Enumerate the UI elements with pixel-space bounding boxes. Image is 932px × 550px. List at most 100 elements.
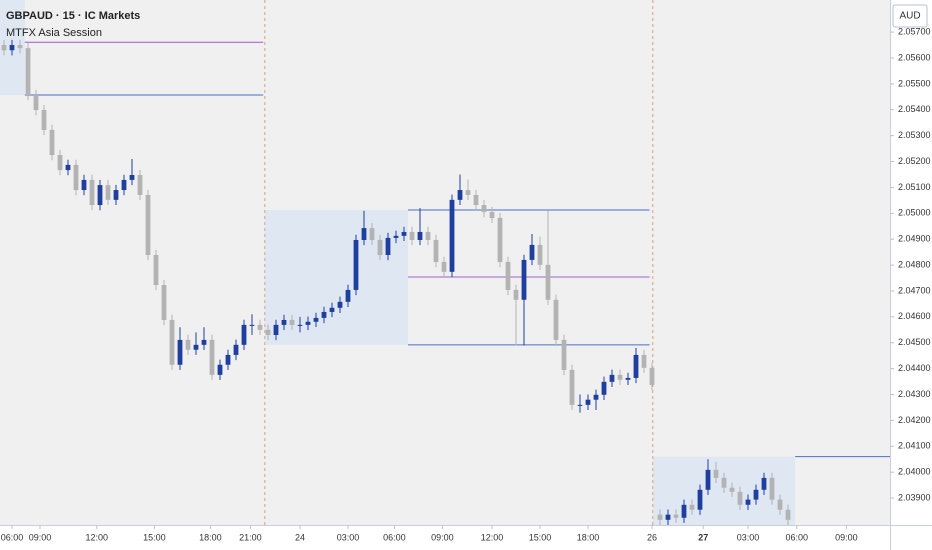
candle-body <box>481 205 487 213</box>
candle-body <box>273 324 279 335</box>
candle-body <box>201 339 207 345</box>
y-tick-label: 2.04900 <box>898 234 931 244</box>
candle-body <box>81 179 87 191</box>
candle-body <box>393 235 399 238</box>
candle-body <box>513 289 519 300</box>
candle-body <box>353 239 359 290</box>
candle-body <box>401 231 407 236</box>
candle-body <box>609 374 615 382</box>
candle-body <box>561 339 567 370</box>
candle-body <box>505 261 511 290</box>
candle-body <box>425 231 431 240</box>
candle-body <box>17 45 23 49</box>
x-tick-label: 06:00 <box>1 532 24 542</box>
candle-body <box>297 324 303 326</box>
candle-body <box>217 364 223 375</box>
candle-body <box>57 155 63 171</box>
candle-body <box>265 329 271 335</box>
y-tick-label: 2.04400 <box>898 363 931 373</box>
y-tick-label: 2.05300 <box>898 130 931 140</box>
candle-body <box>721 477 727 488</box>
x-tick-label: 12:00 <box>481 532 504 542</box>
candle-body <box>257 324 263 330</box>
candle-body <box>25 48 31 96</box>
candle-body <box>329 307 335 312</box>
candle-body <box>777 499 783 510</box>
candle-body <box>697 489 703 510</box>
x-tick-label: 18:00 <box>577 532 600 542</box>
x-tick-label: 15:00 <box>143 532 166 542</box>
candle-body <box>41 110 47 130</box>
session-box <box>652 456 796 525</box>
candle-body <box>281 319 287 325</box>
candle-body <box>457 190 463 200</box>
candle-body <box>241 324 247 345</box>
x-tick-label: 15:00 <box>529 532 552 542</box>
y-tick-label: 2.04700 <box>898 285 931 295</box>
candle-body <box>473 194 479 206</box>
x-tick-label: 09:00 <box>835 532 858 542</box>
y-tick-label: 2.05400 <box>898 104 931 114</box>
currency-box[interactable] <box>892 4 928 28</box>
candle-body <box>89 179 95 206</box>
candle-body <box>769 477 775 500</box>
candle-body <box>49 129 55 156</box>
candle-body <box>689 504 695 510</box>
session-box <box>264 209 408 345</box>
y-tick-label: 2.04500 <box>898 337 931 347</box>
candle-body <box>1 45 7 51</box>
y-tick-label: 2.04000 <box>898 467 931 477</box>
candle-body <box>545 264 551 300</box>
x-tick-label: 06:00 <box>786 532 809 542</box>
candle-body <box>153 254 159 286</box>
candle-body <box>97 185 103 206</box>
y-tick-label: 2.05600 <box>898 52 931 62</box>
y-tick-label: 2.05500 <box>898 78 931 88</box>
candle-body <box>681 504 687 518</box>
candle-body <box>577 404 583 406</box>
candle-body <box>785 509 791 520</box>
candle-body <box>537 244 543 265</box>
candle-body <box>289 319 295 325</box>
x-tick-label: 06:00 <box>383 532 406 542</box>
plot <box>0 0 890 525</box>
candle-body <box>177 339 183 365</box>
candle-body <box>129 175 135 180</box>
candle-body <box>337 301 343 308</box>
candle-body <box>113 190 119 200</box>
x-tick-label: 26 <box>647 532 657 542</box>
candle-body <box>65 164 71 171</box>
candle-body <box>553 299 559 340</box>
x-tick-label: 03:00 <box>337 532 360 542</box>
currency-label[interactable]: AUD <box>899 11 920 22</box>
candle-body <box>521 259 527 300</box>
candle-body <box>673 514 679 518</box>
candle-body <box>665 514 671 520</box>
candle-body <box>705 469 711 490</box>
candle-body <box>713 469 719 478</box>
candle-body <box>121 179 127 191</box>
candle-body <box>169 319 175 365</box>
candle-body <box>617 374 623 380</box>
candle-body <box>313 317 319 322</box>
x-tick-label: 03:00 <box>737 532 760 542</box>
candle-body <box>105 185 111 200</box>
candle-body <box>33 95 39 111</box>
candle-body <box>657 514 663 520</box>
candle-body <box>737 491 743 505</box>
x-tick-label: 09:00 <box>29 532 52 542</box>
candle-body <box>409 231 415 240</box>
candle-body <box>209 339 215 375</box>
y-tick-label: 2.05700 <box>898 26 931 36</box>
candle-body <box>593 394 599 400</box>
y-tick-label: 2.04300 <box>898 389 931 399</box>
y-tick-label: 2.03900 <box>898 492 931 502</box>
y-tick-label: 2.05000 <box>898 208 931 218</box>
candle-body <box>321 311 327 318</box>
candle-body <box>377 239 383 255</box>
candle-body <box>233 344 239 355</box>
candle-body <box>633 354 639 378</box>
y-tick-label: 2.05200 <box>898 156 931 166</box>
x-tick-label: 09:00 <box>431 532 454 542</box>
